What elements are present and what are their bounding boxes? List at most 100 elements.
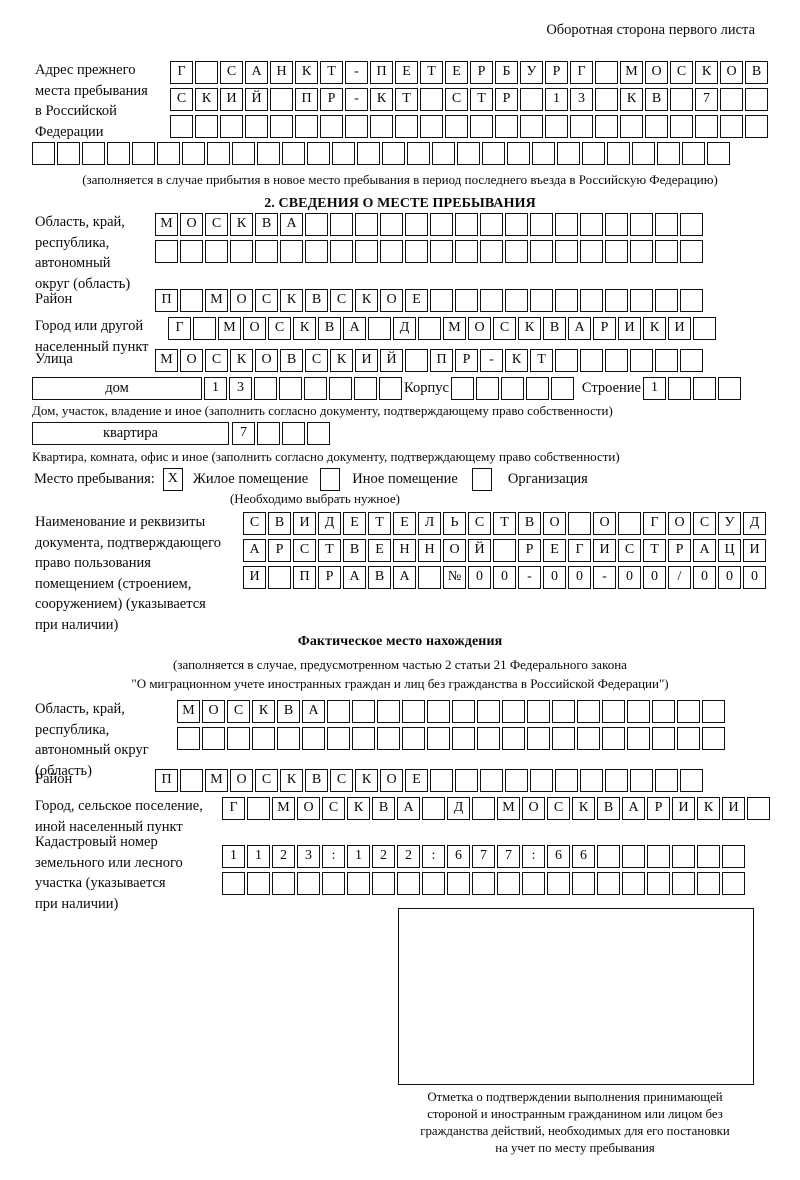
section2-district-row-cell-10[interactable]: О [380, 289, 403, 312]
section2-city-row-cell-16[interactable]: В [543, 317, 566, 340]
section2-district-row-cell-16[interactable] [530, 289, 553, 312]
cadastral-row-1-cell-20[interactable] [697, 845, 720, 868]
prev-address-row-4-cell-27[interactable] [682, 142, 705, 165]
document-row-3-cell-3[interactable]: П [293, 566, 316, 589]
prev-address-row-2-cell-22[interactable]: 7 [695, 88, 718, 111]
prev-address-row-2-cell-13[interactable]: Т [470, 88, 493, 111]
section2-city-row-cell-19[interactable]: И [618, 317, 641, 340]
cadastral-row-1-cell-9[interactable]: : [422, 845, 445, 868]
actual-region-row-1-cell-11[interactable] [427, 700, 450, 723]
section2-region-row-1-cell-11[interactable] [405, 213, 428, 236]
prev-address-row-2-cell-2[interactable]: К [195, 88, 218, 111]
document-row-1-cell-13[interactable]: О [543, 512, 566, 535]
actual-region-row-1-cell-18[interactable] [602, 700, 625, 723]
section2-region-row-2-cell-10[interactable] [380, 240, 403, 263]
section2-region-row-1-cell-16[interactable] [530, 213, 553, 236]
section2-city-row-cell-12[interactable]: М [443, 317, 466, 340]
document-row-1-cell-16[interactable] [618, 512, 641, 535]
section2-region-row-1-cell-5[interactable]: В [255, 213, 278, 236]
section2-region-row-2-cell-18[interactable] [580, 240, 603, 263]
actual-city-row-cell-10[interactable]: Д [447, 797, 470, 820]
prev-address-row-2-cell-16[interactable]: 1 [545, 88, 568, 111]
actual-city-row-cell-2[interactable] [247, 797, 270, 820]
actual-region-row-2-cell-1[interactable] [177, 727, 200, 750]
house-cells-cell-7[interactable] [354, 377, 377, 400]
actual-region-row-2-cell-17[interactable] [577, 727, 600, 750]
actual-city-row-cell-14[interactable]: С [547, 797, 570, 820]
prev-address-row-4-cell-12[interactable] [307, 142, 330, 165]
prev-address-row-4-cell-28[interactable] [707, 142, 730, 165]
prev-address-row-4-cell-9[interactable] [232, 142, 255, 165]
prev-address-row-2-cell-1[interactable]: С [170, 88, 193, 111]
section2-region-row-1-cell-21[interactable] [655, 213, 678, 236]
section2-district-row-cell-5[interactable]: С [255, 289, 278, 312]
prev-address-row-1-cell-24[interactable]: В [745, 61, 768, 84]
actual-region-row-1-cell-4[interactable]: К [252, 700, 275, 723]
section2-city-row-cell-11[interactable] [418, 317, 441, 340]
actual-city-row-cell-7[interactable]: В [372, 797, 395, 820]
actual-district-row-cell-7[interactable]: В [305, 769, 328, 792]
flat-cells-cell-4[interactable] [307, 422, 330, 445]
document-row-2-cell-2[interactable]: Р [268, 539, 291, 562]
prev-address-row-3-cell-23[interactable] [720, 115, 743, 138]
section2-city-row-cell-22[interactable] [693, 317, 716, 340]
prev-address-row-4-cell-1[interactable] [32, 142, 55, 165]
section2-city-row-cell-3[interactable]: М [218, 317, 241, 340]
document-row-1-cell-2[interactable]: В [268, 512, 291, 535]
cadastral-row-1-cell-2[interactable]: 1 [247, 845, 270, 868]
cadastral-row-1-cell-10[interactable]: 6 [447, 845, 470, 868]
document-row-2-cell-18[interactable]: Р [668, 539, 691, 562]
prev-address-row-4-cell-26[interactable] [657, 142, 680, 165]
document-row-3-cell-15[interactable]: - [593, 566, 616, 589]
document-row-2-cell-11[interactable] [493, 539, 516, 562]
document-row-3-cell-10[interactable]: 0 [468, 566, 491, 589]
section2-region-row-1-cell-15[interactable] [505, 213, 528, 236]
house-cells-cell-1[interactable]: 1 [204, 377, 227, 400]
prev-address-row-1-cell-8[interactable]: - [345, 61, 368, 84]
document-row-1-cell-19[interactable]: С [693, 512, 716, 535]
prev-address-row-3-cell-11[interactable] [420, 115, 443, 138]
cadastral-row-2-cell-5[interactable] [322, 872, 345, 895]
cadastral-row-2-cell-8[interactable] [397, 872, 420, 895]
stay-type-other-checkbox[interactable] [320, 468, 341, 491]
document-row-1-cell-18[interactable]: О [668, 512, 691, 535]
section2-district-row-cell-18[interactable] [580, 289, 603, 312]
actual-region-row-2-cell-21[interactable] [677, 727, 700, 750]
actual-district-row-cell-10[interactable]: О [380, 769, 403, 792]
section2-region-row-2-cell-6[interactable] [280, 240, 303, 263]
actual-city-row-cell-3[interactable]: М [272, 797, 295, 820]
prev-address-row-1-cell-9[interactable]: П [370, 61, 393, 84]
flat-cells-cell-1[interactable]: 7 [232, 422, 255, 445]
house-cells-cell-3[interactable] [254, 377, 277, 400]
prev-address-row-1-cell-4[interactable]: А [245, 61, 268, 84]
section2-region-row-2-cell-13[interactable] [455, 240, 478, 263]
document-row-3-cell-1[interactable]: И [243, 566, 266, 589]
document-row-3-cell-5[interactable]: А [343, 566, 366, 589]
section2-district-row-cell-2[interactable] [180, 289, 203, 312]
section2-city-row-cell-9[interactable] [368, 317, 391, 340]
section2-street-row-cell-11[interactable] [405, 349, 428, 372]
prev-address-row-4-cell-7[interactable] [182, 142, 205, 165]
document-row-2-cell-4[interactable]: Т [318, 539, 341, 562]
prev-address-row-4-cell-6[interactable] [157, 142, 180, 165]
prev-address-row-3-cell-13[interactable] [470, 115, 493, 138]
cadastral-row-2-cell-11[interactable] [472, 872, 495, 895]
stamp-area[interactable] [398, 908, 754, 1085]
cadastral-row-2-cell-1[interactable] [222, 872, 245, 895]
document-row-2-cell-5[interactable]: В [343, 539, 366, 562]
actual-region-row-1-cell-10[interactable] [402, 700, 425, 723]
section2-region-row-2-cell-22[interactable] [680, 240, 703, 263]
actual-region-row-1-cell-12[interactable] [452, 700, 475, 723]
section2-region-row-1-cell-14[interactable] [480, 213, 503, 236]
house-cells-cell-2[interactable]: 3 [229, 377, 252, 400]
section2-district-row-cell-21[interactable] [655, 289, 678, 312]
cadastral-row-2-cell-19[interactable] [672, 872, 695, 895]
cadastral-row-1-cell-16[interactable] [597, 845, 620, 868]
prev-address-row-1-cell-21[interactable]: С [670, 61, 693, 84]
cadastral-row-2-cell-12[interactable] [497, 872, 520, 895]
prev-address-row-1-cell-19[interactable]: М [620, 61, 643, 84]
prev-address-row-3-cell-8[interactable] [345, 115, 368, 138]
